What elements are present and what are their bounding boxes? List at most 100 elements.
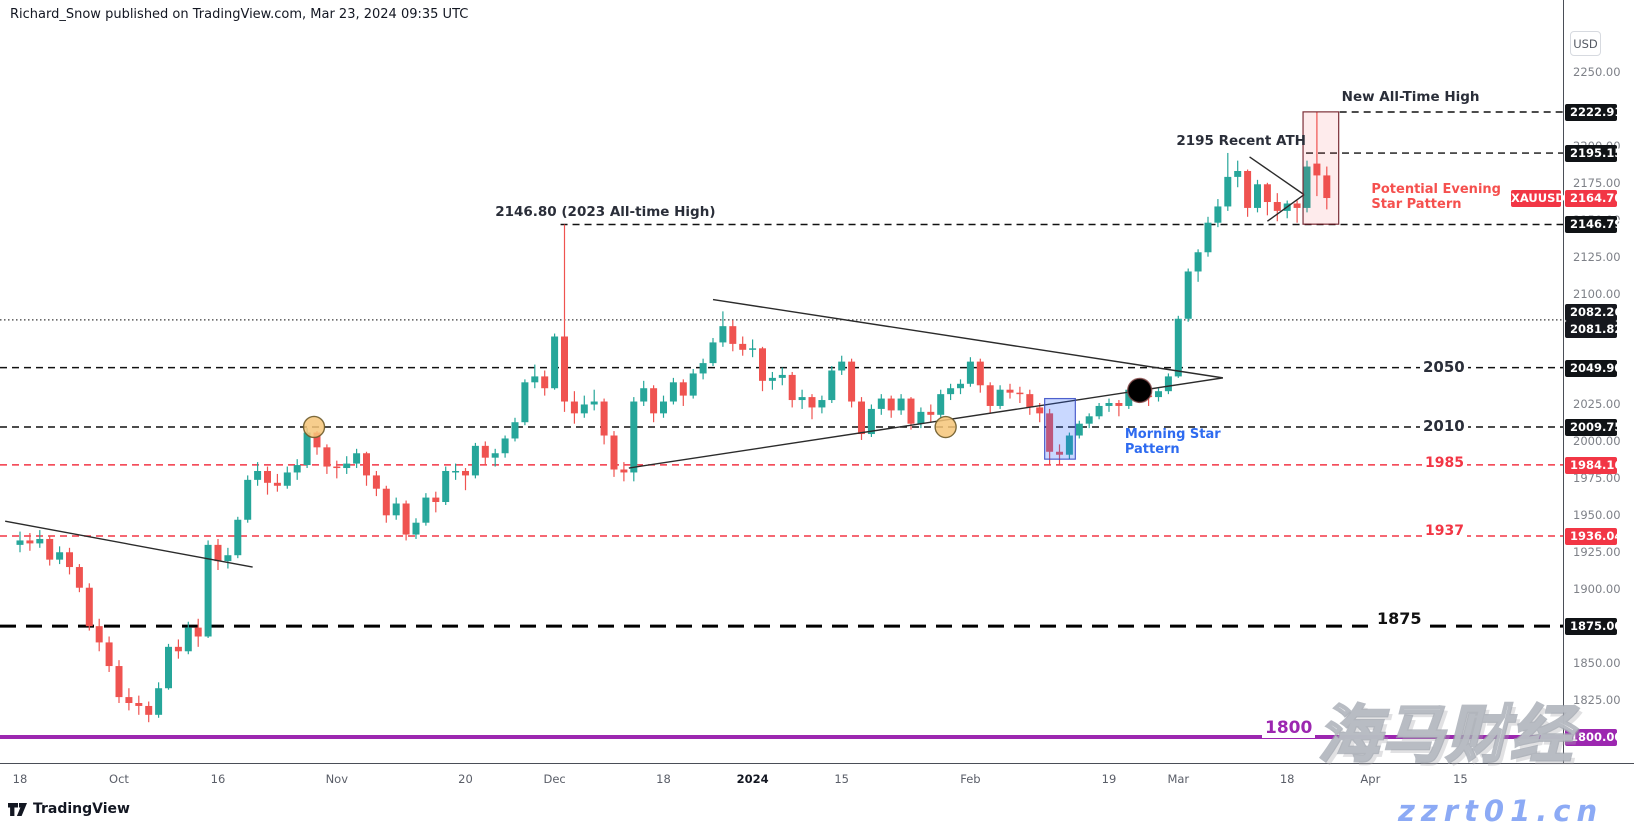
price-tick: 1900.00 (1573, 582, 1621, 597)
candle (590, 389, 598, 411)
candle (610, 431, 618, 477)
candle (689, 369, 697, 399)
candle (1194, 249, 1202, 282)
price-badge: 1875.00 (1565, 618, 1622, 636)
price-badge: 2222.91 (1565, 104, 1622, 121)
candle (1323, 166, 1331, 210)
candle (620, 462, 628, 482)
price-tick: 2100.00 (1573, 286, 1621, 301)
candle (1273, 193, 1281, 222)
label-evening-star: Potential Evening Star Pattern (1371, 181, 1501, 212)
label-new-ath: New All-Time High (1341, 88, 1480, 105)
candle (749, 339, 757, 358)
candle (36, 530, 44, 548)
time-axis[interactable]: 18 Oct 16 Nov 20 Dec 18 2024 15 Feb 19 Mar 18 Apr 15 (0, 763, 1634, 803)
candle (1026, 389, 1034, 415)
time-tick: Nov (325, 772, 349, 786)
price-tick: 1925.00 (1573, 545, 1621, 560)
trendline-touch-circle (1126, 377, 1153, 404)
time-tick: 15 (1453, 772, 1468, 786)
candle (471, 442, 479, 479)
candle (877, 394, 885, 415)
candle (75, 564, 83, 593)
candle (848, 358, 856, 408)
price-tick: 1975.00 (1573, 471, 1621, 486)
time-tick: 15 (834, 772, 850, 786)
candle (551, 333, 559, 390)
candle (818, 395, 826, 414)
candle (808, 394, 816, 420)
price-badge: 2195.15 (1565, 145, 1622, 163)
price-tick: 1850.00 (1573, 656, 1621, 671)
time-tick: Feb (960, 772, 981, 786)
candle (1303, 160, 1311, 213)
candle (531, 364, 539, 389)
morning-star-box (1044, 397, 1076, 460)
candle (729, 320, 737, 352)
candle (650, 385, 658, 423)
candle (145, 701, 153, 723)
time-tick: Apr (1360, 772, 1381, 786)
chart-canvas[interactable]: 2146.80 (2023 All-time High) 2195 Recent … (0, 0, 1563, 763)
candle (283, 466, 291, 489)
time-tick: 18 (1279, 772, 1295, 786)
price-badge: 2146.79 (1565, 216, 1622, 234)
label-2050: 2050 (1420, 358, 1468, 376)
candle (244, 475, 252, 523)
candle (719, 311, 727, 347)
label-2023-ath: 2146.80 (2023 All-time High) (495, 203, 716, 220)
price-badge: 1984.16 (1565, 456, 1622, 474)
time-tick: 20 (458, 772, 473, 786)
price-tick: 1950.00 (1573, 508, 1621, 523)
candle (1006, 383, 1014, 399)
tradingview-attribution-label: TradingView (33, 801, 130, 817)
candle (630, 397, 638, 482)
candle (1016, 386, 1024, 404)
price-tick: 2025.00 (1573, 397, 1621, 412)
candle (561, 224, 568, 412)
candle (224, 547, 232, 569)
time-tick: 19 (1101, 772, 1117, 786)
candle (422, 493, 430, 526)
candle (1254, 179, 1261, 213)
time-tick: 2024 (736, 772, 769, 786)
candle (125, 688, 133, 711)
candle (709, 337, 717, 367)
currency-unit-button[interactable]: USD (1570, 31, 1601, 56)
candle (214, 538, 222, 570)
candle (759, 346, 766, 392)
candle (254, 462, 262, 486)
candle (1224, 152, 1232, 211)
candle (264, 466, 271, 495)
label-1937: 1937 (1422, 522, 1467, 539)
candle (402, 500, 410, 541)
candle (541, 370, 549, 396)
label-1875: 1875 (1374, 609, 1425, 629)
candle (333, 460, 341, 479)
candle (56, 546, 64, 565)
candle (788, 371, 796, 408)
price-badge: 2164.70 (1565, 190, 1622, 208)
candle (699, 358, 707, 380)
candle (363, 451, 370, 486)
candle (1056, 444, 1063, 465)
price-axis[interactable]: USD 2250.002200.002175.002150.002125.002… (1563, 0, 1634, 763)
price-badge: 1936.04 (1565, 527, 1622, 545)
candle (838, 355, 846, 375)
candle (937, 389, 945, 418)
candle (184, 621, 192, 655)
candle (343, 456, 351, 474)
time-tick: 18 (656, 772, 671, 786)
candle (174, 639, 182, 659)
price-tick: 2000.00 (1573, 434, 1621, 449)
candle (907, 397, 915, 430)
candlestick-chart (0, 111, 1563, 739)
candle (947, 383, 955, 401)
tradingview-attribution[interactable]: TradingView (8, 801, 130, 817)
candle (155, 682, 163, 718)
candle (897, 394, 905, 415)
candle (927, 404, 935, 423)
candle (293, 459, 301, 480)
tradingview-logo-icon (8, 802, 27, 816)
price-tick: 1825.00 (1573, 693, 1621, 708)
